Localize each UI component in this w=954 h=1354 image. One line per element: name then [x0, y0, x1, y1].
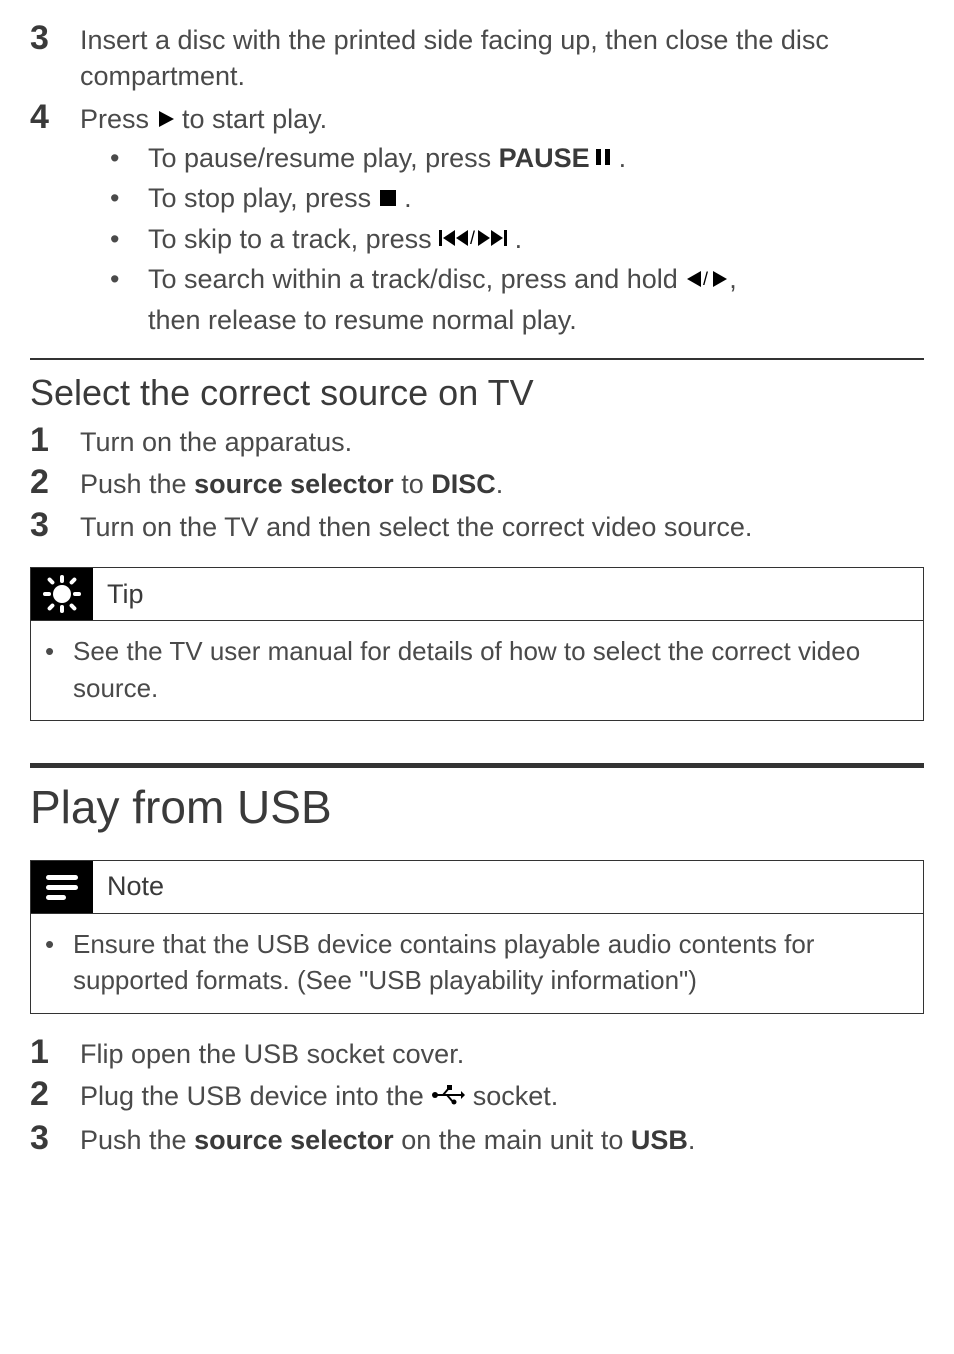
note-box: Note Ensure that the USB device contains… [30, 860, 924, 1014]
tip-box: Tip See the TV user manual for details o… [30, 567, 924, 721]
stop-icon [379, 179, 397, 218]
text: To stop play, press [148, 183, 379, 213]
step-number: 3 [30, 1120, 80, 1157]
bold-text: source selector [194, 1125, 394, 1155]
bold-text: DISC [431, 469, 496, 499]
usb-icon [431, 1078, 465, 1114]
text: to start play. [175, 104, 328, 134]
step-number: 3 [30, 20, 80, 57]
section-heading-tv: Select the correct source on TV [30, 372, 924, 414]
text-line: compartment. [80, 61, 245, 91]
usb-step-1: 1 Flip open the USB socket cover. [30, 1034, 924, 1072]
tv-step-3: 3 Turn on the TV and then select the cor… [30, 507, 924, 545]
note-label: Note [93, 861, 178, 913]
usb-step-3: 3 Push the source selector on the main u… [30, 1120, 924, 1158]
bullet-item: To pause/resume play, press PAUSE . [110, 139, 924, 179]
tip-text: See the TV user manual for details of ho… [45, 633, 909, 706]
sub-bullets: To pause/resume play, press PAUSE . To s… [80, 139, 924, 301]
tip-label: Tip [93, 568, 158, 620]
note-header: Note [31, 861, 923, 914]
step-number: 1 [30, 422, 80, 459]
step-number: 2 [30, 464, 80, 501]
step-text: Turn on the apparatus. [80, 422, 924, 460]
usb-step-2: 2 Plug the USB device into the socket. [30, 1076, 924, 1116]
bold-text: source selector [194, 469, 394, 499]
note-text: Ensure that the USB device contains play… [45, 926, 909, 999]
tip-header: Tip [31, 568, 923, 621]
text: Push the [80, 469, 194, 499]
text: . [496, 469, 504, 499]
step-number: 2 [30, 1076, 80, 1113]
text: To pause/resume play, press [148, 143, 499, 173]
play-icon [157, 101, 175, 137]
step-number: 1 [30, 1034, 80, 1071]
tv-step-2: 2 Push the source selector to DISC. [30, 464, 924, 502]
tv-step-1: 1 Turn on the apparatus. [30, 422, 924, 460]
text: . [397, 183, 412, 213]
text: . [688, 1125, 696, 1155]
step-text: Push the source selector on the main uni… [80, 1120, 924, 1158]
step-3: 3 Insert a disc with the printed side fa… [30, 20, 924, 95]
text: socket. [465, 1081, 558, 1111]
note-icon [31, 861, 93, 913]
step-text: Turn on the TV and then select the corre… [80, 507, 924, 545]
svg-text:/: / [470, 229, 475, 247]
note-body: Ensure that the USB device contains play… [31, 914, 923, 1013]
tip-body: See the TV user manual for details of ho… [31, 621, 923, 720]
text: . [611, 143, 626, 173]
bullet-item: To search within a track/disc, press and… [110, 260, 924, 300]
text: . [507, 224, 522, 254]
text: Plug the USB device into the [80, 1081, 431, 1111]
step-4: 4 Press to start play. To pause/resume p… [30, 99, 924, 340]
step-text: Push the source selector to DISC. [80, 464, 924, 502]
search-arrows-icon: / [685, 260, 729, 299]
step-text: Plug the USB device into the socket. [80, 1076, 924, 1116]
text: on the main unit to [394, 1125, 631, 1155]
step-text: Insert a disc with the printed side faci… [80, 20, 924, 95]
divider-thick [30, 763, 924, 768]
step-text: Flip open the USB socket cover. [80, 1034, 924, 1072]
text: Push the [80, 1125, 194, 1155]
section-heading-usb: Play from USB [30, 780, 924, 834]
divider [30, 358, 924, 360]
pause-label: PAUSE [499, 143, 590, 173]
pause-icon [595, 138, 611, 177]
skip-icon: / [439, 219, 507, 258]
text: Press [80, 104, 157, 134]
text: , [729, 264, 737, 294]
step-text: Press to start play. To pause/resume pla… [80, 99, 924, 340]
tip-icon [31, 568, 93, 620]
bold-text: USB [631, 1125, 688, 1155]
text-line: Insert a disc with the printed side faci… [80, 25, 829, 55]
step-number: 4 [30, 99, 80, 136]
continuation-text: then release to resume normal play. [80, 301, 924, 340]
step-number: 3 [30, 507, 80, 544]
bullet-item: To skip to a track, press / . [110, 220, 924, 260]
text: to [394, 469, 432, 499]
text: To search within a track/disc, press and… [148, 264, 685, 294]
svg-text:/: / [703, 270, 708, 288]
bullet-item: To stop play, press . [110, 179, 924, 219]
text: To skip to a track, press [148, 224, 439, 254]
